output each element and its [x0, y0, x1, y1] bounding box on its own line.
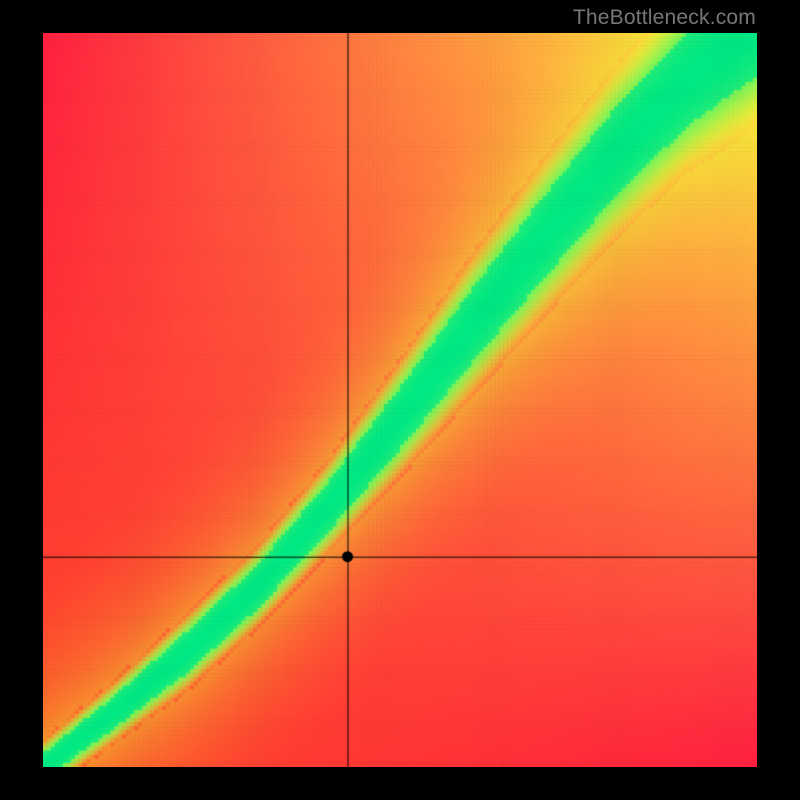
chart-container: { "chart": { "type": "heatmap-bottleneck…: [0, 0, 800, 800]
watermark-text: TheBottleneck.com: [573, 6, 756, 30]
bottleneck-heatmap: [43, 33, 757, 767]
